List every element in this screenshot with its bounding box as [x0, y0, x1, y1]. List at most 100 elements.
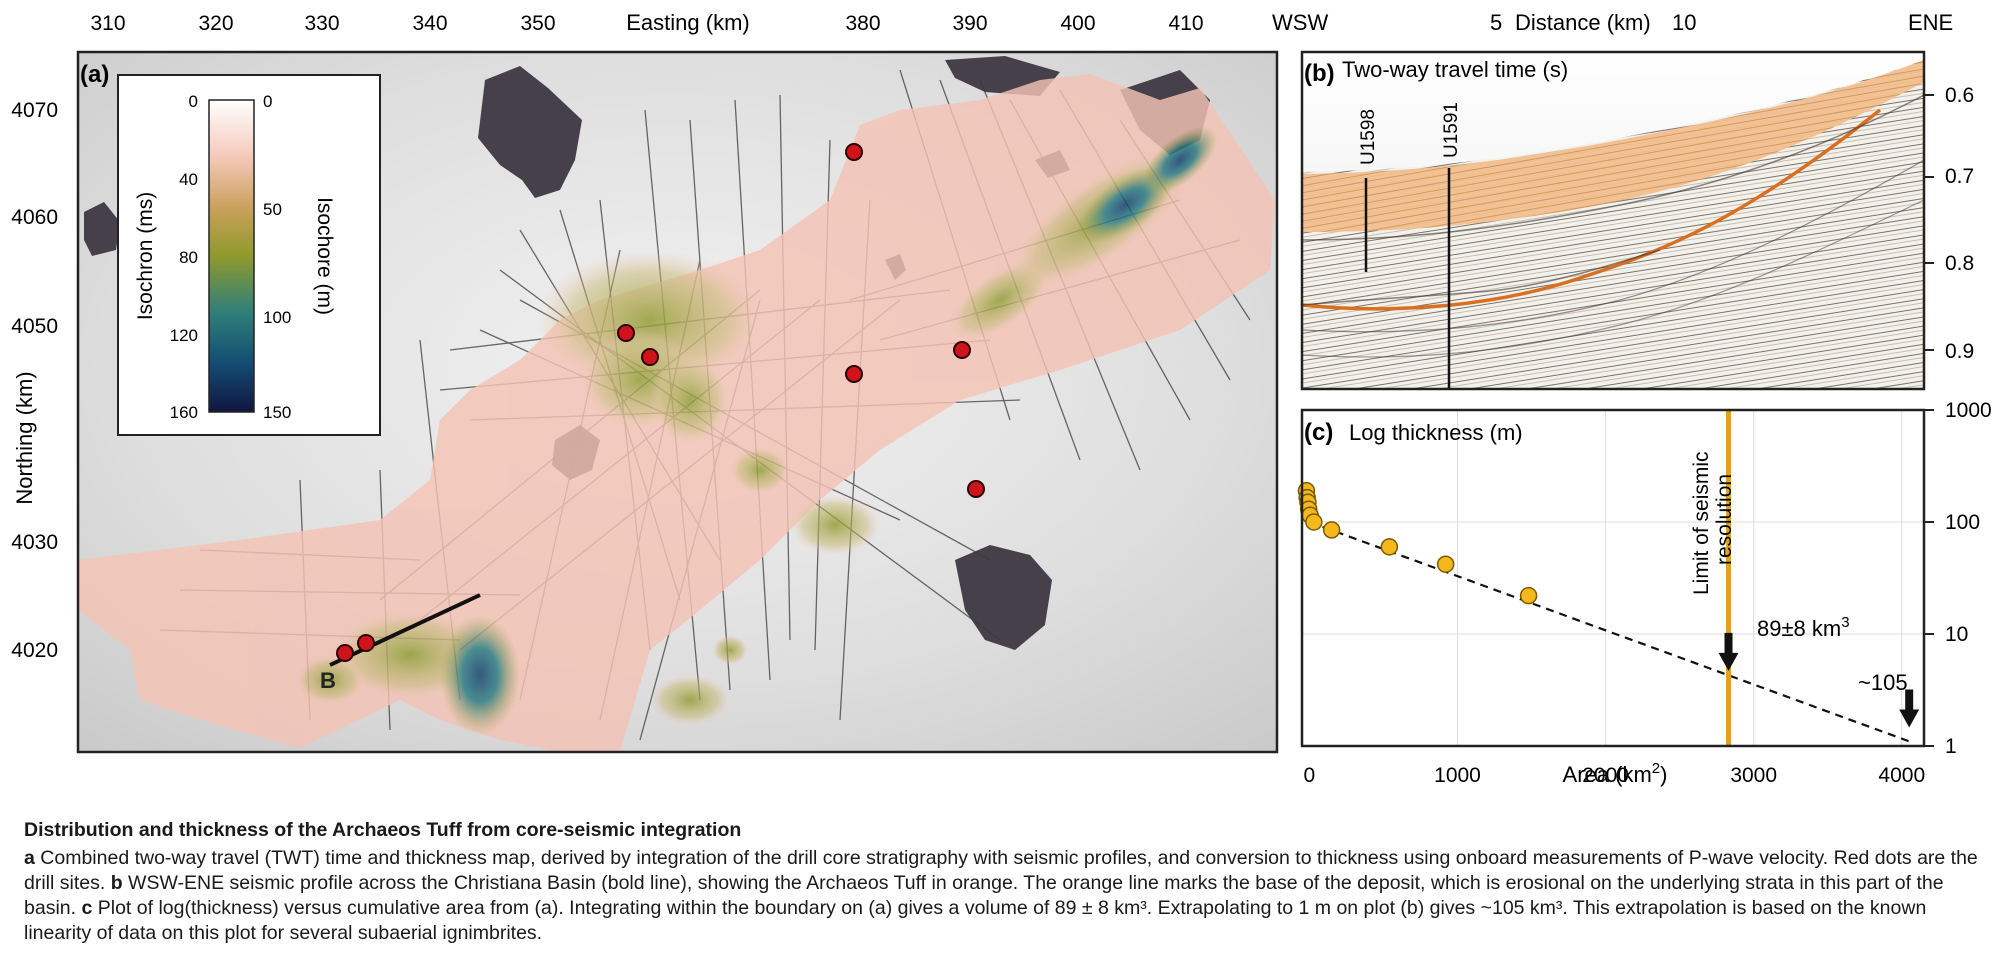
data-point [1436, 555, 1455, 573]
svg-text:10: 10 [1672, 10, 1696, 35]
tuff-layer [1302, 60, 1924, 232]
log-thickness-ticks: 1000 100 10 1 [1924, 399, 1992, 758]
area-ticks: 0 1000 2000 3000 4000 [1304, 764, 1926, 787]
colorbar-right-ticks: 0 50 100 150 [263, 92, 291, 422]
svg-text:310: 310 [90, 12, 125, 35]
colorbar-gradient [208, 99, 255, 413]
svg-text:4060: 4060 [11, 206, 58, 229]
svg-text:4030: 4030 [11, 531, 58, 554]
x-tick-label: 4000 [1878, 764, 1925, 787]
panel-a-map: B (a) Isochron (ms) Isochore (m) 0 [11, 10, 1279, 754]
northing-title: Northing (km) [12, 371, 37, 504]
drill-site [845, 143, 863, 161]
svg-text:400: 400 [1060, 12, 1095, 35]
svg-text:330: 330 [304, 12, 339, 35]
caption-title: Distribution and thickness of the Archae… [24, 819, 742, 841]
figure: B (a) Isochron (ms) Isochore (m) 0 [11, 10, 1992, 787]
svg-text:120: 120 [170, 326, 198, 345]
extrapolation-arrow [1899, 689, 1920, 728]
svg-text:410: 410 [1168, 12, 1203, 35]
svg-text:160: 160 [170, 403, 198, 422]
data-point [1380, 538, 1399, 556]
profile-label-b: B [320, 668, 336, 693]
data-point [1519, 586, 1538, 605]
svg-text:4020: 4020 [11, 639, 58, 662]
svg-text:320: 320 [198, 12, 233, 35]
svg-text:50: 50 [263, 200, 282, 219]
svg-text:0.7: 0.7 [1945, 165, 1974, 188]
svg-text:150: 150 [263, 403, 291, 422]
drill-site [336, 644, 354, 662]
svg-text:5: 5 [1490, 10, 1502, 35]
svg-text:4050: 4050 [11, 315, 58, 338]
volume-label: 89±8 km3 [1757, 614, 1850, 641]
drill-site [357, 634, 375, 652]
colorbar-inset: Isochron (ms) Isochore (m) 0 40 80 120 1… [117, 74, 381, 436]
drill-sites [336, 143, 985, 662]
volume-arrow [1718, 632, 1739, 671]
data-point [1305, 513, 1323, 531]
resolution-label-2: resolution [1713, 474, 1736, 565]
colorbar-left-ticks: 0 40 80 120 160 [170, 92, 198, 422]
panel-c-label: (c) [1304, 419, 1333, 446]
figure-caption: Distribution and thickness of the Archae… [24, 818, 1984, 946]
panel-c-frame [1300, 408, 1926, 748]
isochore-overlay [78, 74, 1275, 752]
panel-a-frame [76, 50, 1279, 754]
svg-text:390: 390 [952, 12, 987, 35]
y-tick-label: 100 [1945, 511, 1980, 534]
drill-site [617, 324, 635, 342]
panel-b-frame [1300, 50, 1926, 391]
svg-text:ENE: ENE [1908, 10, 1953, 35]
panel-b-top-axis: WSW 5 Distance (km) 10 ENE [1272, 10, 1953, 35]
drill-site [953, 341, 971, 359]
svg-text:350: 350 [520, 12, 555, 35]
caption-body: a Combined two-way travel (TWT) time and… [24, 847, 1978, 944]
svg-text:0: 0 [263, 92, 272, 111]
svg-text:0.9: 0.9 [1945, 340, 1974, 363]
panel-c-title: Log thickness (m) [1349, 420, 1523, 445]
y-tick-label: 1 [1945, 735, 1957, 758]
well-label-u1591: U1591 [1441, 102, 1462, 158]
data-point [1322, 521, 1341, 539]
profile-line-b [329, 593, 481, 667]
panel-b-y-ticks: 0.6 0.7 0.8 0.9 [1945, 84, 1974, 363]
svg-text:40: 40 [179, 170, 198, 189]
colorbar-left-title: Isochron (ms) [134, 192, 157, 320]
panel-b-label: (b) [1304, 60, 1335, 87]
well-label-u1598: U1598 [1358, 109, 1379, 165]
resolution-label-1: Limit of seismic [1690, 451, 1713, 595]
drill-site [967, 480, 985, 498]
x-tick-label: 0 [1304, 764, 1316, 787]
svg-text:WSW: WSW [1272, 10, 1328, 35]
svg-text:Distance (km): Distance (km) [1515, 10, 1651, 35]
svg-text:380: 380 [845, 12, 880, 35]
trend-line [1309, 520, 1910, 743]
colorbar-right-title: Isochore (m) [313, 197, 336, 315]
y-tick-label: 1000 [1945, 399, 1992, 422]
data-points [1297, 482, 1538, 605]
area-axis-title: Area (km2) [1563, 760, 1668, 787]
svg-text:100: 100 [263, 308, 291, 327]
drill-site [845, 365, 863, 383]
easting-ticks: 310 320 330 340 350 380 390 400 410 [90, 12, 1203, 35]
svg-text:4070: 4070 [11, 99, 58, 122]
svg-text:80: 80 [179, 248, 198, 267]
y-tick-label: 10 [1945, 623, 1968, 646]
panel-b-title: Two-way travel time (s) [1342, 57, 1568, 82]
extrapolation-label: ~105 [1858, 670, 1908, 695]
northing-ticks: 4070 4060 4050 4030 4020 [11, 99, 58, 662]
svg-text:0: 0 [189, 92, 198, 111]
tuff-base-line [1302, 108, 1882, 311]
svg-text:340: 340 [412, 12, 447, 35]
x-tick-label: 2000 [1582, 764, 1629, 787]
x-tick-label: 3000 [1730, 764, 1777, 787]
easting-title: Easting (km) [626, 10, 749, 35]
panel-b-seismic: (b) Two-way travel time (s) U1598 U1591 … [1272, 10, 1974, 391]
svg-text:0.6: 0.6 [1945, 84, 1974, 107]
svg-text:0.8: 0.8 [1945, 252, 1974, 275]
volume-arrows [1718, 632, 1920, 728]
drill-site [641, 348, 659, 366]
panel-c-chart: (c) Log thickness (m) Limit of seismic r… [1297, 399, 1992, 787]
x-tick-label: 1000 [1434, 764, 1481, 787]
